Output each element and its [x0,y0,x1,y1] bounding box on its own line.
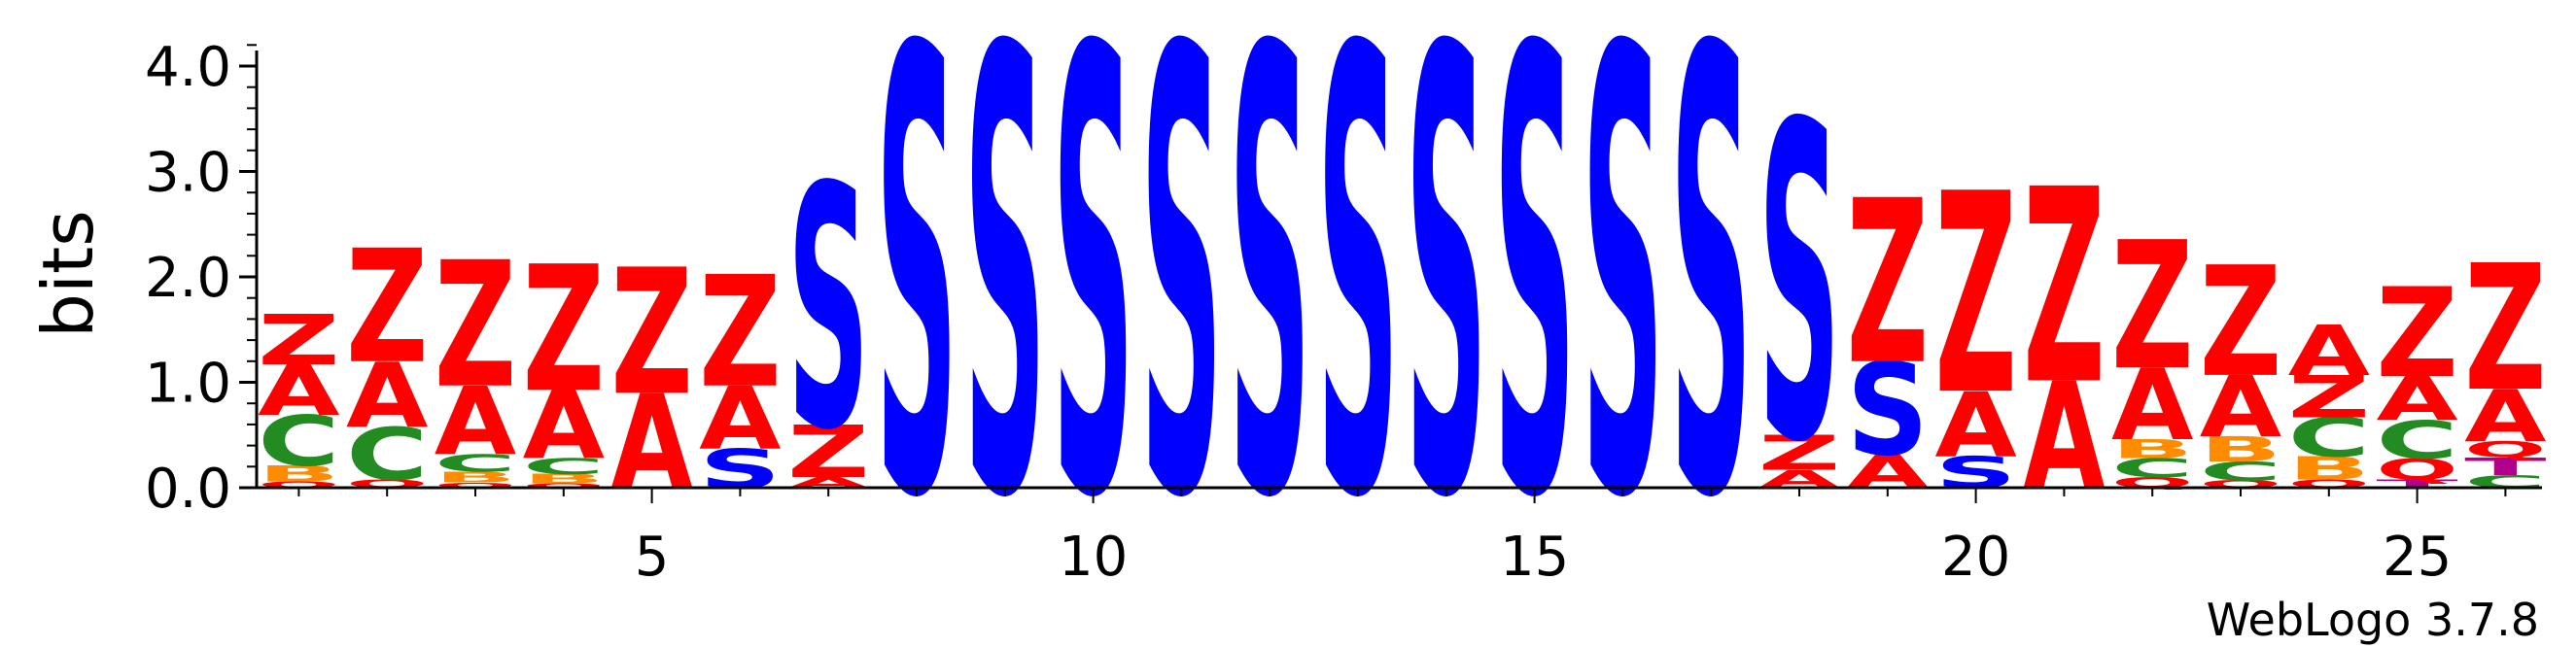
logo-letter: Z [787,411,869,495]
y-axis-title: bits [27,210,109,337]
logo-letter: S [1582,0,1663,632]
logo-letter: A [435,367,517,477]
logo-letter: A [2376,364,2458,434]
logo-letter: Z [435,224,516,426]
logo-letter: A [699,369,781,469]
x-tick-label: 10 [1059,526,1128,589]
logo-letter: S [1758,32,1840,537]
logo-letter: A [258,351,339,432]
logo-letter: S [1406,0,1487,632]
logo-letter: B [523,471,605,487]
logo-letter: Z [2376,261,2457,405]
logo-letter: B [258,461,339,487]
x-tick-label: 20 [1941,526,2010,589]
logo-letter: C [2111,453,2193,483]
logo-letter: A [346,343,428,448]
logo-letter: S [1670,0,1752,632]
logo-letter: Q [435,481,516,490]
y-axis-ticks: 0.0 1.0 2.0 3.0 4.0 [145,36,257,521]
logo-letter: Z [523,228,605,430]
y-tick-label: 0.0 [145,458,231,521]
logo-letter: Z [1847,153,1929,415]
logo-letter: A [1934,373,2016,478]
logo-letter: S [1140,0,1222,632]
logo-letter: C [2200,456,2281,486]
logo-letter: A [2464,375,2546,460]
logo-letter: Z [258,300,339,381]
logo-letter: Z [2288,363,2370,430]
logo-letter: S [787,118,869,503]
y-tick-label: 4.0 [145,36,231,99]
y-tick-label: 3.0 [145,142,231,205]
logo-letter: A [2111,348,2193,462]
logo-letter: B [435,469,516,486]
logo-letter: S [1317,0,1399,632]
logo-letter: B [2111,434,2193,464]
logo-letter: B [2288,450,2370,487]
logo-letter: C [346,412,428,496]
footer-label: WebLogo 3.7.8 [2207,594,2539,646]
logo-letter: Z [610,232,692,434]
x-tick-label: 15 [1500,526,1569,589]
logo-letter: C [258,401,339,482]
logo-letter: S [1847,337,1929,485]
logo-letter: S [1229,0,1310,632]
logo-letter: B [2200,429,2281,469]
logo-letter: C [2288,407,2370,469]
logo-letter: Q [2376,453,2457,486]
logo-letter: A [2200,359,2281,457]
logo-letter: S [1052,0,1133,632]
logo-letter: Q [2464,437,2546,462]
logo-letter: Z [2464,227,2546,429]
logo-letter: A [2288,310,2370,392]
logo-letter: Z [1758,426,1840,482]
logo-letter: S [964,0,1046,632]
logo-letter: C [2376,411,2457,471]
logo-letter: A [523,372,606,482]
logo-letter: Z [1934,136,2016,457]
logo-letter: C [523,454,605,479]
logo-letter: Q [258,480,339,490]
logo-letter: S [876,0,957,632]
logo-letter: C [435,449,516,477]
logo-letter: Z [699,243,781,422]
logo-letter: T [2464,453,2547,481]
logo-letter: Z [2111,205,2193,410]
x-axis-ticks: 5 10 15 20 25 [297,488,2507,589]
y-tick-label: 2.0 [145,247,231,310]
logo-letter: Z [346,218,428,399]
x-tick-label: 25 [2383,526,2452,589]
logo-letter: Q [523,483,605,490]
logo-letter: Z [2200,235,2281,411]
y-tick-label: 1.0 [145,353,231,416]
x-tick-label: 5 [635,526,670,589]
logo-letter: S [1493,0,1575,632]
logo-letter: Z [2023,132,2105,443]
